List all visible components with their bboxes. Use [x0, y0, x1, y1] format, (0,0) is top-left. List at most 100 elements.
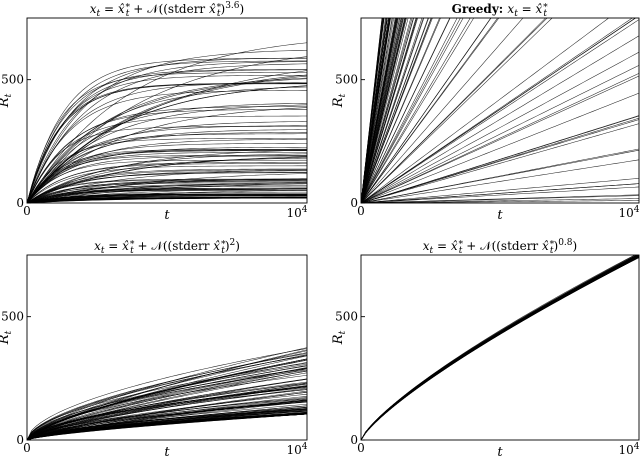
x-tick-base: 10	[286, 443, 301, 457]
series-line-49	[361, 255, 638, 440]
x-tick-label: 0	[357, 204, 365, 218]
series-line-68	[27, 72, 307, 203]
series-line-56	[361, 255, 636, 440]
series-line-50	[361, 255, 639, 440]
series-line-116	[361, 148, 639, 203]
series-line-100	[361, 73, 639, 203]
series-line-89	[27, 187, 307, 203]
series-line-114	[27, 413, 307, 440]
series-line-12	[361, 256, 639, 440]
series-line-3	[361, 255, 639, 440]
title-exponent: 2	[230, 238, 236, 248]
chart-title: Greedy: xt = x̂∗ t	[452, 1, 549, 19]
series-line-43	[27, 161, 307, 203]
series-line-73	[27, 155, 307, 203]
series-line-21	[361, 257, 639, 440]
series-line-79	[27, 369, 307, 440]
title-lhs: x	[507, 2, 514, 16]
series-line-37	[361, 255, 639, 440]
title-hat-sup: ∗	[129, 238, 135, 248]
title-noise: + 𝒩((stderr	[129, 2, 209, 16]
series-line-24	[361, 183, 639, 203]
series-line-111	[361, 18, 440, 203]
series-line-82	[361, 18, 464, 203]
title-hat: x̂	[536, 2, 543, 16]
series-line-108	[361, 18, 429, 203]
series-line-115	[361, 18, 432, 203]
title-hat: x̂	[118, 2, 125, 16]
series-line-96	[27, 126, 307, 203]
series-line-74	[27, 401, 307, 440]
series-line-92	[27, 83, 307, 203]
title-lhs-sub: t	[97, 9, 101, 19]
y-tick-label: 0	[16, 433, 24, 447]
series-line-46	[361, 255, 639, 440]
series-line-44	[361, 18, 458, 203]
chart-title: xt = x̂∗ t + 𝒩((stderr x̂∗ t)3.6)	[90, 1, 244, 19]
series-line-55	[361, 255, 639, 440]
title-lhs: x	[94, 239, 101, 253]
title-hat-sub: t	[543, 9, 547, 19]
series-line-118	[27, 385, 307, 440]
y-tick-label: 0	[350, 433, 358, 447]
title-exponent: 0.8	[558, 238, 573, 248]
series-line-36	[361, 65, 639, 203]
title-end: )	[240, 2, 245, 16]
series-line-4	[361, 257, 639, 440]
series-line-69	[27, 56, 307, 203]
series-line-7	[361, 257, 639, 440]
title-hat2-sup: ∗	[216, 1, 222, 11]
series-line-46	[361, 18, 547, 203]
series-line-57	[361, 115, 639, 203]
series-line-57	[361, 256, 639, 440]
x-tick-exponent: 4	[634, 442, 640, 452]
title-hat-sub: t	[459, 246, 463, 256]
series-line-49	[361, 18, 413, 203]
title-hat2: x̂	[542, 239, 549, 253]
series-line-31	[27, 149, 307, 203]
x-tick-label: 0	[23, 204, 31, 218]
y-axis-label: Rt	[0, 93, 14, 108]
y-axis-label-sub: t	[338, 93, 348, 97]
series-line-40	[361, 255, 639, 440]
series-line-34	[361, 255, 638, 440]
series-line-39	[361, 257, 639, 440]
series-line-97	[361, 123, 639, 203]
series-line-120	[27, 182, 307, 203]
series-line-99	[27, 389, 307, 440]
series-line-55	[361, 18, 451, 203]
title-hat-sub: t	[126, 9, 130, 19]
title-eq: =	[433, 239, 451, 253]
title-hat2-sup: ∗	[220, 238, 226, 248]
series-group	[27, 42, 307, 203]
series-line-77	[361, 18, 637, 203]
x-tick-base: 10	[618, 443, 633, 457]
series-line-10	[361, 256, 639, 440]
title-close: )	[225, 239, 230, 253]
y-axis-label: Rt	[331, 93, 348, 108]
series-line-43	[361, 18, 418, 203]
series-line-21	[361, 18, 471, 203]
series-line-103	[27, 157, 307, 203]
series-line-48	[361, 255, 639, 440]
chart-title: xt = x̂∗ t + 𝒩((stderr x̂∗ t)0.8)	[423, 238, 577, 256]
series-line-30	[361, 256, 639, 440]
series-line-13	[361, 257, 639, 440]
series-line-64	[361, 18, 499, 203]
series-line-28	[361, 255, 637, 440]
series-line-112	[361, 195, 639, 203]
title-hat2: x̂	[213, 239, 220, 253]
y-axis-label-main: R	[0, 334, 12, 345]
series-line-95	[27, 188, 307, 203]
series-line-5	[361, 256, 639, 440]
series-line-60	[27, 61, 307, 203]
title-hat2-sup: ∗	[549, 238, 555, 248]
y-tick-label: 0	[16, 196, 24, 210]
series-line-53	[361, 255, 639, 440]
series-line-102	[27, 179, 307, 203]
series-line-114	[27, 115, 307, 203]
title-lhs-sub: t	[514, 9, 518, 19]
x-tick-exponent: 4	[302, 205, 308, 215]
title-hat: x̂	[451, 239, 458, 253]
